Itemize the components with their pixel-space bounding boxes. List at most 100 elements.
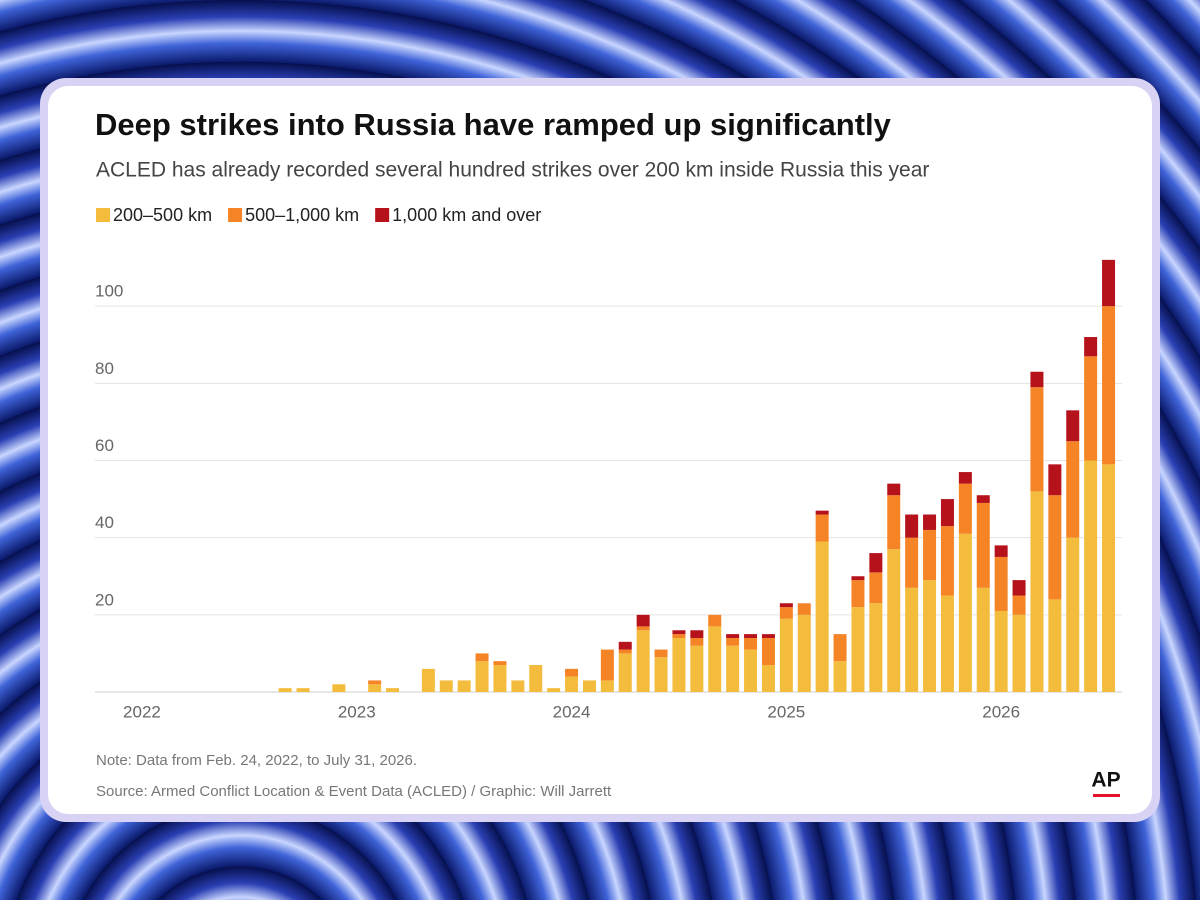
bar-segment <box>744 634 758 638</box>
bar-segment <box>1048 599 1062 692</box>
bar-segment <box>940 526 954 596</box>
bar-segment <box>726 637 740 646</box>
bar-segment <box>923 580 937 692</box>
bar-segment <box>636 614 650 627</box>
bar-segment <box>1012 580 1026 596</box>
bar-segment <box>779 603 793 608</box>
bar-segment <box>547 688 561 692</box>
y-tick-label: 20 <box>95 590 114 609</box>
bar-segment <box>1084 337 1098 357</box>
bar-segment <box>672 637 686 692</box>
legend-swatch <box>228 208 243 222</box>
bar-segment <box>708 626 722 692</box>
bar-segment <box>618 649 632 654</box>
bar-segment <box>368 684 382 692</box>
bar-segment <box>779 618 793 692</box>
legend-label: 1,000 km and over <box>392 205 541 225</box>
bar-segment <box>994 545 1008 557</box>
bar-segment <box>833 634 847 662</box>
bar-segment <box>779 607 793 619</box>
chart-subtitle: ACLED has already recorded several hundr… <box>96 159 929 182</box>
bar-segment <box>618 653 632 692</box>
bar-segment <box>565 676 579 692</box>
bar-segment <box>851 580 865 608</box>
bar-segment <box>654 657 668 692</box>
bar-segment <box>887 483 901 496</box>
bar-segment <box>940 595 954 692</box>
bar-segment <box>905 514 919 538</box>
bar-segment <box>994 610 1008 692</box>
x-tick-label: 2026 <box>982 702 1020 721</box>
bar-segment <box>887 549 901 692</box>
bar-segment <box>940 499 954 527</box>
bar-segment <box>672 634 686 638</box>
bar-segment <box>600 649 614 681</box>
bar-segment <box>815 514 829 542</box>
bar-segment <box>708 614 722 627</box>
bar-segment <box>797 603 811 615</box>
legend-swatch <box>96 208 110 222</box>
bar-segment <box>582 680 596 692</box>
bar-segment <box>475 661 489 692</box>
bar-segment <box>815 541 829 692</box>
bar-segment <box>1030 491 1044 692</box>
bar-segment <box>1048 464 1062 496</box>
bar-segment <box>600 680 614 692</box>
x-tick-label: 2025 <box>767 702 805 721</box>
bar-segment <box>905 587 919 692</box>
bar-segment <box>761 637 775 665</box>
bar-segment <box>1030 387 1044 492</box>
bar-segment <box>636 626 650 631</box>
bar-segment <box>744 649 758 692</box>
bar-segment <box>976 587 990 692</box>
bar-segment <box>976 495 990 503</box>
bar-segment <box>797 614 811 692</box>
bar-segment <box>976 502 990 588</box>
bar-segment <box>654 649 668 658</box>
bar-segment <box>851 607 865 692</box>
note: Note: Data from Feb. 24, 2022, to July 3… <box>96 752 417 769</box>
x-tick-label: 2023 <box>338 702 376 721</box>
y-tick-label: 60 <box>95 436 114 455</box>
bar-segment <box>332 684 346 692</box>
bar-segment <box>761 664 775 692</box>
bar-segment <box>368 680 382 685</box>
bar-segment <box>1048 495 1062 600</box>
bar-segment <box>1012 614 1026 692</box>
logo: AP <box>1091 769 1120 792</box>
bar-segment <box>887 495 901 550</box>
bar-segment <box>1066 441 1080 538</box>
bar-segment <box>1030 371 1044 388</box>
bar-segment <box>278 688 292 692</box>
bar-segment <box>475 653 489 662</box>
bar-segment <box>726 645 740 692</box>
bar-segment <box>851 576 865 581</box>
bar-segment <box>1102 306 1116 465</box>
bar-segment <box>690 637 704 646</box>
bar-segment <box>815 510 829 515</box>
bar-segment <box>869 553 883 573</box>
y-tick-label: 40 <box>95 513 114 532</box>
legend-swatch <box>375 208 390 222</box>
bar-segment <box>726 634 740 638</box>
bar-segment <box>1012 595 1026 615</box>
bar-segment <box>636 630 650 692</box>
logo-underline <box>1093 794 1120 797</box>
bar-segment <box>958 483 972 534</box>
bar-segment <box>493 664 507 692</box>
bar-segment <box>1066 410 1080 442</box>
legend-label: 200–500 km <box>113 205 212 225</box>
bar-segment <box>958 533 972 692</box>
bar-segment <box>529 664 543 692</box>
y-tick-label: 100 <box>95 282 123 301</box>
bar-segment <box>439 680 453 692</box>
bar-segment <box>1102 259 1116 307</box>
bar-segment <box>493 661 507 665</box>
source: Source: Armed Conflict Location & Event … <box>96 783 612 800</box>
bar-segment <box>1066 537 1080 692</box>
bar-segment <box>672 630 686 635</box>
bar-segment <box>565 668 579 677</box>
bar-segment <box>923 514 937 530</box>
